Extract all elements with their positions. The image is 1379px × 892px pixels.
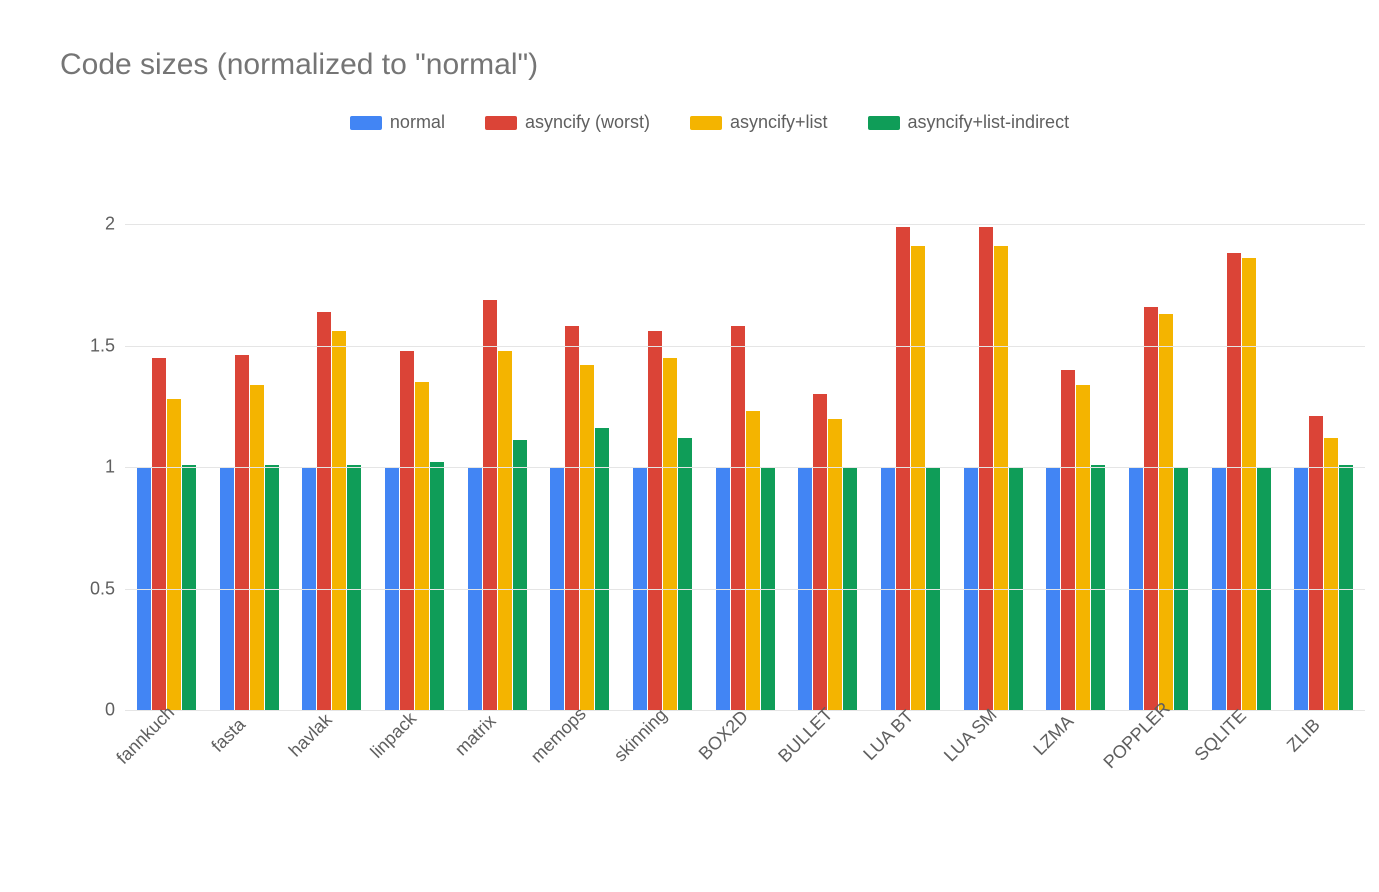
bar-group (373, 200, 456, 710)
bar (813, 394, 827, 710)
y-tick-label: 0 (65, 700, 115, 721)
legend-label: asyncify (worst) (525, 112, 650, 133)
bar (746, 411, 760, 710)
legend: normal asyncify (worst) asyncify+list as… (20, 112, 1379, 133)
legend-item-asyncify-list: asyncify+list (690, 112, 828, 133)
legend-swatch (690, 116, 722, 130)
x-axis-labels: fannkuchfastahavlaklinpackmatrixmemopssk… (125, 720, 1365, 741)
bar (513, 440, 527, 710)
legend-label: asyncify+list (730, 112, 828, 133)
gridline (125, 467, 1365, 468)
bar (663, 358, 677, 710)
bar-group (456, 200, 539, 710)
bar (580, 365, 594, 710)
bar (498, 351, 512, 710)
y-tick-label: 2 (65, 214, 115, 235)
bar-group (869, 200, 952, 710)
bar (828, 419, 842, 710)
bar (182, 465, 196, 710)
chart-title: Code sizes (normalized to "normal") (20, 20, 1379, 82)
y-tick-label: 1 (65, 457, 115, 478)
bar (1324, 438, 1338, 710)
bar (265, 465, 279, 710)
y-tick-label: 0.5 (65, 578, 115, 599)
bar-group (1282, 200, 1365, 710)
bar-group (290, 200, 373, 710)
bar (911, 246, 925, 710)
bar (1144, 307, 1158, 710)
bar (483, 300, 497, 710)
legend-item-asyncify-list-indirect: asyncify+list-indirect (868, 112, 1070, 133)
legend-label: normal (390, 112, 445, 133)
bar (167, 399, 181, 710)
bar (1159, 314, 1173, 710)
bar-group (704, 200, 787, 710)
bar (1091, 465, 1105, 710)
bar (678, 438, 692, 710)
bar (332, 331, 346, 710)
bar (317, 312, 331, 710)
bar (1076, 385, 1090, 710)
legend-swatch (350, 116, 382, 130)
bar (595, 428, 609, 710)
gridline (125, 589, 1365, 590)
bar (1061, 370, 1075, 710)
bar (1309, 416, 1323, 710)
bar-group (1117, 200, 1200, 710)
bar (979, 227, 993, 710)
bar (994, 246, 1008, 710)
bar-group (621, 200, 704, 710)
bar (896, 227, 910, 710)
legend-swatch (485, 116, 517, 130)
chart-container: Code sizes (normalized to "normal") norm… (20, 20, 1379, 872)
bar (347, 465, 361, 710)
legend-item-normal: normal (350, 112, 445, 133)
legend-item-asyncify-worst: asyncify (worst) (485, 112, 650, 133)
bar (731, 326, 745, 710)
bar (1339, 465, 1353, 710)
bar-group (786, 200, 869, 710)
legend-label: asyncify+list-indirect (908, 112, 1070, 133)
bar-group (125, 200, 208, 710)
bar (1227, 253, 1241, 710)
bars-area (125, 200, 1365, 710)
bar-group (1200, 200, 1283, 710)
bar-group (538, 200, 621, 710)
bar (235, 355, 249, 710)
y-tick-label: 1.5 (65, 335, 115, 356)
bar (152, 358, 166, 710)
bar (1242, 258, 1256, 710)
bar (565, 326, 579, 710)
bar-group (1034, 200, 1117, 710)
bar (415, 382, 429, 710)
legend-swatch (868, 116, 900, 130)
bar (400, 351, 414, 710)
gridline (125, 224, 1365, 225)
bar (250, 385, 264, 710)
bar (648, 331, 662, 710)
bar-group (952, 200, 1035, 710)
plot-area: 00.511.52 (125, 200, 1365, 710)
bar (430, 462, 444, 710)
bar-group (208, 200, 291, 710)
gridline (125, 346, 1365, 347)
